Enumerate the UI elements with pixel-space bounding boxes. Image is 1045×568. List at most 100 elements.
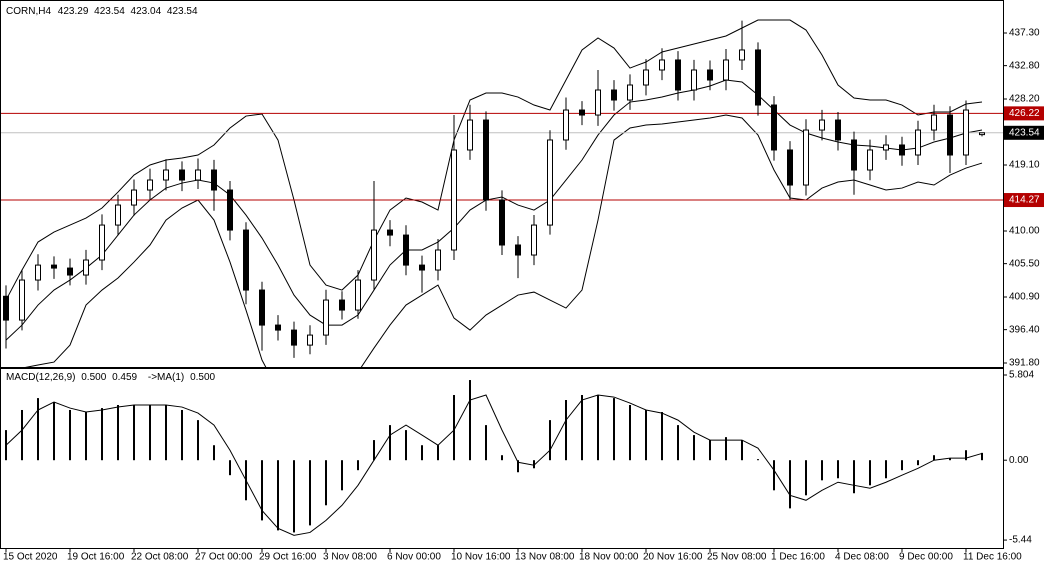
macd-bar (517, 460, 519, 473)
x-tick-label: 19 Oct 16:00 (67, 552, 125, 563)
candle-body (915, 129, 921, 156)
candle-body (355, 279, 361, 311)
macd-bar (757, 459, 759, 461)
candle-body (387, 229, 393, 236)
macd-bar (37, 398, 39, 461)
macd-bar (965, 450, 967, 461)
candle-body (739, 49, 745, 61)
x-tick-label: 6 Nov 00:00 (387, 552, 441, 563)
candle-body (467, 119, 473, 151)
last-close: 423.54 (167, 6, 198, 17)
macd-bar (869, 460, 871, 486)
y-tick-label: 405.50 (1009, 258, 1040, 269)
candle-body (275, 324, 281, 331)
macd-bar (485, 425, 487, 461)
macd-bar (933, 455, 935, 461)
level-label-box (1004, 193, 1044, 208)
macd-ma-value: 0.500 (190, 372, 215, 383)
y-tick-label: 419.10 (1009, 160, 1040, 171)
candle-body (99, 224, 105, 261)
x-tick-label: 25 Nov 08:00 (707, 552, 767, 563)
candle-body (931, 114, 937, 131)
candle-body (83, 259, 89, 276)
candle-body (867, 149, 873, 171)
bollinger-upper (5, 19, 983, 301)
candle-body (67, 267, 73, 276)
candle-body (35, 264, 41, 281)
candle-body (803, 129, 809, 186)
level-label: 414.27 (1009, 195, 1040, 206)
macd-bar (501, 455, 503, 461)
y-tick-label: -5.44 (1009, 535, 1032, 546)
macd-bar (821, 460, 823, 481)
x-tick-label: 20 Nov 16:00 (643, 552, 703, 563)
macd-signal-value: 0.459 (112, 372, 137, 383)
x-tick-label: 9 Dec 00:00 (899, 552, 953, 563)
macd-bar (805, 460, 807, 496)
macd-bar (213, 445, 215, 461)
candle-body (835, 119, 841, 141)
macd-bar (261, 460, 263, 521)
candle-body (291, 329, 297, 346)
candle-body (579, 109, 585, 116)
candle-body (371, 229, 377, 281)
macd-value: 0.500 (81, 372, 106, 383)
macd-panel-frame (0, 368, 1004, 549)
macd-bar (629, 404, 631, 461)
candle-body (723, 59, 729, 81)
candle-body (115, 204, 121, 226)
x-tick-label: 27 Oct 00:00 (195, 552, 253, 563)
candle-body (979, 132, 985, 136)
x-tick-label: 1 Dec 16:00 (771, 552, 825, 563)
macd-bar (133, 404, 135, 461)
level-label-box (1004, 106, 1044, 121)
y-tick-label: 410.00 (1009, 226, 1040, 237)
x-tick-label: 18 Nov 00:00 (579, 552, 639, 563)
y-tick-label: 0.00 (1009, 455, 1029, 466)
macd-bar (901, 460, 903, 471)
macd-bar (645, 409, 647, 461)
candle-body (19, 279, 25, 321)
candle-body (547, 139, 553, 226)
y-tick-label: 432.80 (1009, 60, 1040, 71)
candle-body (307, 334, 313, 346)
macd-bar (69, 409, 71, 461)
bollinger-middle (5, 79, 983, 341)
y-tick-label: 437.30 (1009, 28, 1040, 39)
macd-bar (101, 408, 103, 461)
candle-body (819, 119, 825, 131)
candle-body (531, 224, 537, 256)
x-tick-label: 29 Oct 16:00 (259, 552, 317, 563)
last-high: 423.54 (94, 6, 125, 17)
axes: 437.30 432.80 428.20 419.10 410.00 405.50 400.… (3, 28, 1044, 563)
candle-body (851, 139, 857, 171)
candle-body (227, 189, 233, 231)
macd-bar (741, 440, 743, 461)
main-panel-frame (0, 0, 1004, 368)
candle-body (419, 264, 425, 271)
macd-bar (789, 460, 791, 509)
macd-bar (229, 460, 231, 476)
candle-body (675, 59, 681, 91)
candle-body (211, 169, 217, 191)
candle-body (611, 89, 617, 101)
macd-bar (453, 395, 455, 461)
y-tick-label: 391.80 (1009, 358, 1040, 369)
candle-body (883, 144, 889, 151)
macd-bar (773, 460, 775, 491)
macd-bar (373, 440, 375, 461)
x-tick-label: 11 Dec 16:00 (963, 552, 1022, 563)
macd-bar (53, 402, 55, 461)
candle-body (243, 229, 249, 291)
x-tick-label: 13 Nov 08:00 (515, 552, 575, 563)
candle-body (595, 89, 601, 116)
macd-ma-name: ->MA(1) (148, 372, 184, 383)
price-label: 423.54 (1009, 127, 1040, 138)
x-tick-label: 22 Oct 08:00 (131, 552, 189, 563)
macd-bar (21, 409, 23, 461)
macd-bar (277, 460, 279, 531)
candle-body (643, 69, 649, 86)
candle-body (451, 149, 457, 251)
macd-bar (309, 460, 311, 526)
candle-body (963, 109, 969, 156)
